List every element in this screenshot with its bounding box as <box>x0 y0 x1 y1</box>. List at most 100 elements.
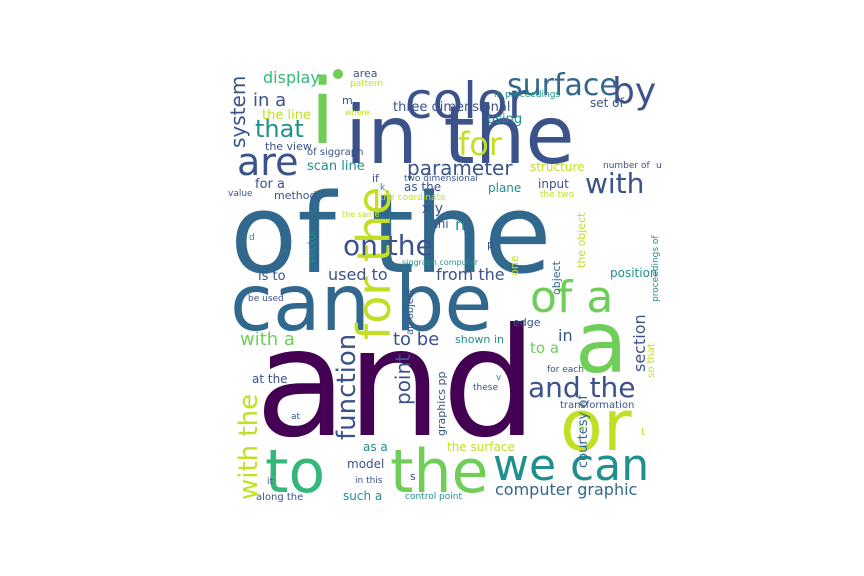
word-36: scan line <box>307 159 365 174</box>
word-48: n <box>455 215 465 234</box>
word-43: structure <box>530 160 584 174</box>
word-13: surface <box>507 68 618 103</box>
word-33: section <box>630 314 649 372</box>
word-2: in the <box>345 89 575 182</box>
word-27: with a <box>240 329 295 350</box>
word-1: of the <box>230 170 552 298</box>
word-80: it <box>267 477 274 487</box>
word-76: model <box>347 457 384 471</box>
word-18: on the <box>343 229 433 262</box>
word-71: v <box>496 373 502 383</box>
word-8: the <box>390 437 488 507</box>
word-61: in <box>558 326 573 345</box>
word-14: by <box>612 71 656 112</box>
word-97: siggraph computer <box>402 258 479 267</box>
word-65: one <box>508 255 521 276</box>
word-58: shown in <box>455 333 504 346</box>
word-25: in a <box>253 90 286 111</box>
word-60: edge <box>513 316 541 329</box>
word-70: these <box>473 383 498 393</box>
word-77: s <box>410 470 416 483</box>
word-85: the two <box>540 190 575 200</box>
word-93: if <box>372 172 380 185</box>
word-16: for <box>458 125 503 163</box>
word-52: is to <box>258 269 286 284</box>
word-90: where <box>345 108 370 117</box>
word-69: proceedings of <box>651 235 661 302</box>
word-86: number of <box>603 161 650 171</box>
word-47: thi <box>433 217 449 231</box>
word-74: as a <box>363 440 388 454</box>
word-91: of siggraph <box>307 147 363 158</box>
word-15: are <box>237 140 298 184</box>
word-35: three dimensional <box>393 100 510 115</box>
word-87: u <box>656 161 662 171</box>
word-62: position <box>610 266 658 280</box>
word-32: computer graphic <box>495 480 637 499</box>
word-10: for the <box>347 187 401 340</box>
word-92: m <box>342 94 353 107</box>
word-37: for a <box>255 177 285 192</box>
word-17: with <box>585 167 644 200</box>
word-95: the same <box>342 210 380 219</box>
word-83: two dimensional <box>404 174 478 184</box>
word-59: to a <box>530 339 559 357</box>
word-24: system <box>226 76 250 148</box>
word-89: pattern <box>350 79 383 89</box>
word-63: the object <box>575 212 588 268</box>
word-81: along the <box>256 492 303 503</box>
word-51: vector <box>305 229 318 264</box>
word-19: and the <box>528 371 636 404</box>
word-30: used to <box>328 265 388 284</box>
word-45: as the <box>404 180 441 194</box>
word-9: we can <box>493 440 649 491</box>
word-49: plane <box>488 181 521 195</box>
word-34: courtesy of <box>576 395 591 468</box>
word-68: so that <box>646 343 657 378</box>
word-94: k <box>380 183 386 193</box>
word-dot <box>333 69 343 79</box>
word-99: t <box>641 427 645 438</box>
word-7: to <box>265 437 325 507</box>
word-82: control point <box>405 492 462 502</box>
word-41: using <box>487 112 522 127</box>
word-79: in this <box>355 476 383 486</box>
word-28: point <box>391 354 415 405</box>
word-44: input <box>538 177 569 191</box>
word-3: i <box>310 60 335 165</box>
word-72: for each <box>547 365 584 375</box>
word-21: function <box>332 334 362 440</box>
word-29: to be <box>393 329 439 350</box>
word-64: object <box>550 260 563 295</box>
word-4: can be <box>230 259 492 349</box>
word-6: or <box>560 385 632 467</box>
word-42: set of <box>590 96 624 110</box>
word-67: transformation <box>560 400 634 411</box>
word-46: x y <box>422 201 443 217</box>
word-56: graphics pp <box>435 371 448 436</box>
word-0: and <box>255 297 537 471</box>
word-38: the line <box>262 108 311 123</box>
word-66: p <box>487 238 494 251</box>
word-20: with the <box>234 394 264 500</box>
word-75: the surface <box>447 440 515 454</box>
word-12: color <box>405 72 529 130</box>
word-31: from the <box>436 265 505 284</box>
word-55: at the <box>252 372 288 386</box>
word-26: display <box>263 68 320 87</box>
word-22: parameter <box>407 156 513 180</box>
word-57: an object <box>405 288 416 335</box>
word-84: the coordinate <box>380 193 446 203</box>
word-73: at <box>291 412 301 422</box>
word-78: such a <box>343 489 382 503</box>
word-53: be used <box>248 294 284 304</box>
word-54: value <box>228 189 253 199</box>
word-5: a <box>575 293 628 393</box>
word-40: area <box>353 67 378 80</box>
word-88: in proceedings <box>494 90 560 100</box>
word-39: the view <box>265 140 312 153</box>
word-23: that <box>255 115 304 143</box>
word-96: d <box>249 233 255 243</box>
word-50: method <box>274 189 316 202</box>
